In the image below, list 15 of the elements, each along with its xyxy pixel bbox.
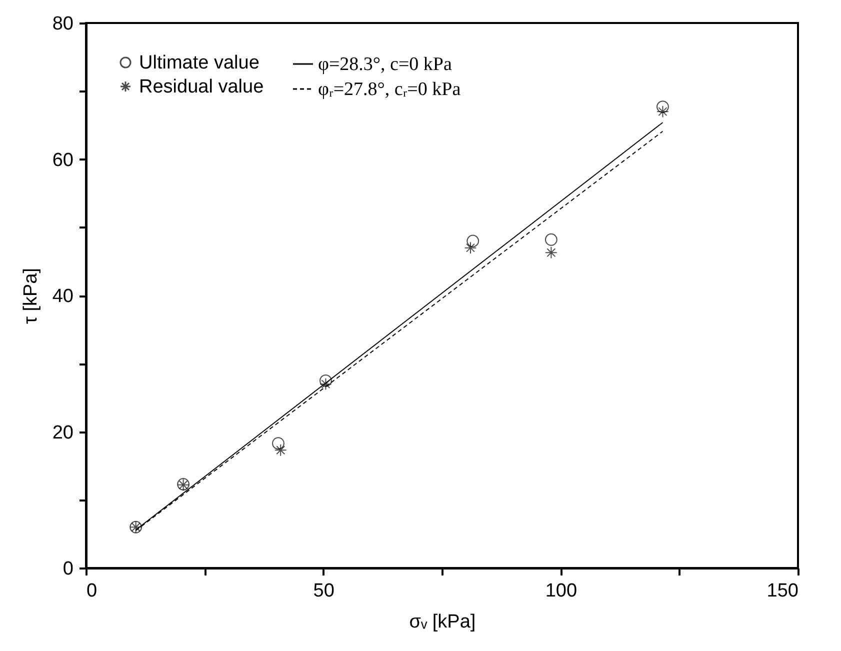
y-tick-label: 40 [52,286,74,307]
y-tick-label: 0 [62,558,74,580]
x-tick-label: 0 [86,580,98,602]
y-axis-title: τ [kPa] [20,268,42,324]
y-tick-label: 20 [52,422,74,444]
legend-label: Residual value [139,76,264,98]
x-tick-label: 150 [766,580,798,602]
legend-label: φᵣ=27.8°, cᵣ=0 kPa [318,79,462,100]
legend-label: Ultimate value [139,52,260,74]
x-tick-label: 50 [313,580,334,602]
x-axis-title: σᵥ [kPa] [409,612,476,632]
x-tick-label: 100 [545,580,578,602]
y-tick-label: 80 [52,14,74,34]
y-tick-label: 60 [52,150,74,171]
legend-label: φ=28.3°, c=0 kPa [318,54,452,75]
